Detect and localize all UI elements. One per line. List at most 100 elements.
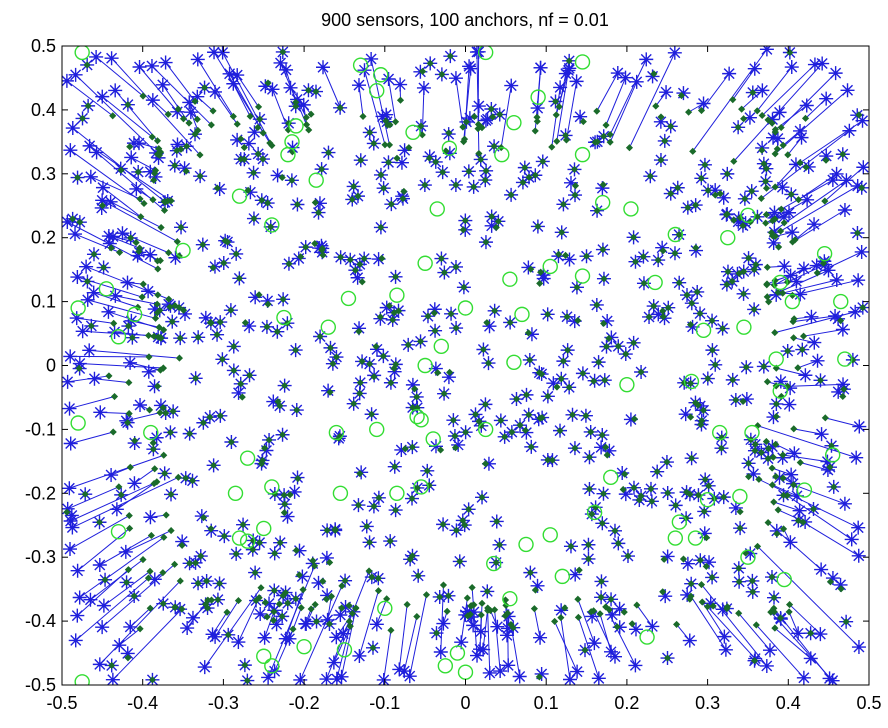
estimate-marker [791, 426, 797, 432]
anchor-marker [507, 116, 521, 130]
estimate-marker [155, 292, 161, 298]
error-line [323, 67, 340, 108]
sensor-marker [119, 545, 133, 559]
sensor-marker [106, 229, 120, 243]
sensor-marker [807, 217, 821, 231]
anchor-marker [838, 352, 852, 366]
sensor-marker [836, 323, 850, 337]
estimate-marker [110, 429, 116, 435]
error-line [789, 612, 798, 633]
sensor-marker [852, 549, 866, 563]
anchor-marker [341, 291, 355, 305]
anchor-marker [111, 525, 125, 539]
sensor-marker [417, 81, 431, 95]
y-tick-label: -0.5 [25, 675, 56, 695]
sensor-marker [70, 609, 84, 623]
sensor-marker [258, 631, 272, 645]
anchor-marker [515, 307, 529, 321]
sensor-marker [156, 78, 170, 92]
sensor-marker [146, 93, 160, 107]
estimate-marker [393, 119, 399, 125]
error-line [555, 621, 577, 671]
sensor-marker [535, 667, 549, 681]
sensor-marker [821, 463, 835, 477]
sensor-marker [500, 628, 514, 642]
sensor-marker [159, 56, 173, 70]
sensor-marker [112, 638, 126, 652]
sensor-marker [830, 273, 844, 287]
anchor-marker [233, 531, 247, 545]
sensor-marker [466, 618, 480, 632]
sensor-marker [186, 611, 200, 625]
sensor-marker [142, 365, 156, 379]
anchor-marker [257, 521, 271, 535]
x-tick-label: 0 [460, 693, 470, 713]
estimate-marker [112, 394, 118, 400]
anchor-marker [624, 202, 638, 216]
sensor-marker [683, 634, 697, 648]
sensor-marker [436, 617, 450, 631]
anchor-marker [390, 486, 404, 500]
sensor-marker [722, 67, 736, 81]
estimate-marker [444, 608, 450, 614]
sensor-marker [464, 62, 478, 76]
sensor-marker [101, 305, 115, 319]
anchor-marker [797, 483, 811, 497]
sensor-marker [330, 672, 344, 686]
estimate-marker [126, 380, 132, 386]
estimate-marker [594, 108, 600, 114]
estimate-marker [150, 440, 156, 446]
estimate-marker [166, 250, 172, 256]
sensor-marker [841, 83, 855, 97]
anchor-marker [71, 301, 85, 315]
error-line [464, 69, 471, 142]
sensor-marker [787, 446, 801, 460]
anchor-marker [374, 68, 388, 82]
anchor-marker [297, 640, 311, 654]
sensor-marker [782, 398, 796, 412]
sensor-marker [804, 310, 818, 324]
sensor-marker [83, 593, 97, 607]
anchor-marker [257, 649, 271, 663]
sensor-marker [104, 468, 118, 482]
error-line [67, 81, 113, 116]
sensor-marker [108, 83, 122, 97]
sensor-marker [95, 90, 109, 104]
sensor-marker [61, 375, 75, 389]
sensor-marker [849, 451, 863, 465]
anchor-marker [737, 320, 751, 334]
sensor-marker [562, 63, 576, 77]
sensor-marker [839, 173, 853, 187]
estimate-marker [339, 583, 345, 589]
sensor-marker [793, 287, 807, 301]
sensor-marker [611, 66, 625, 80]
sensor-marker [145, 59, 159, 73]
anchor-marker [604, 470, 618, 484]
anchor-marker [438, 659, 452, 673]
sensor-marker [819, 92, 833, 106]
sensor-marker [191, 52, 205, 66]
error-line [461, 598, 467, 642]
sensor-marker [842, 124, 856, 138]
sensor-marker [352, 78, 366, 92]
sensor-marker [65, 521, 79, 535]
estimate-marker [552, 618, 558, 624]
estimate-marker [469, 585, 475, 591]
sensor-marker [755, 83, 769, 97]
anchor-marker [620, 378, 634, 392]
sensor-marker [645, 619, 659, 633]
sensor-marker [336, 627, 350, 641]
sensor-marker [646, 69, 660, 83]
estimate-marker [414, 614, 420, 620]
sensor-marker [316, 60, 330, 74]
sensor-marker [534, 61, 548, 75]
sensor-marker [97, 599, 111, 613]
sensor-marker [282, 632, 296, 646]
sensor-marker [449, 71, 463, 85]
sensor-marker [793, 504, 807, 518]
sensor-marker [96, 181, 110, 195]
sensor-marker [79, 260, 93, 274]
estimate-marker [814, 270, 820, 276]
estimate-marker [175, 474, 181, 480]
